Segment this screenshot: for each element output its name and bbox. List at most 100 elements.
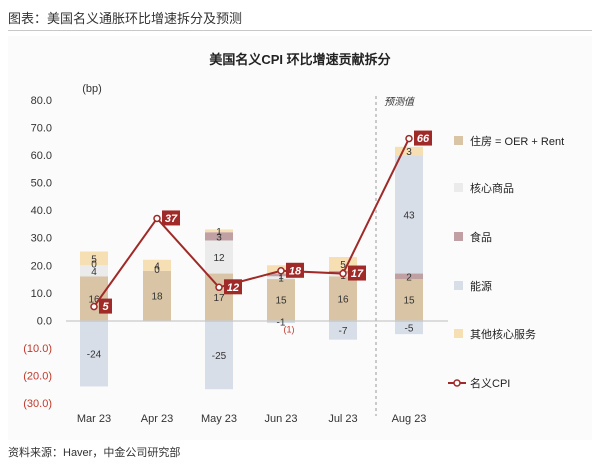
bar-segment [329, 276, 357, 321]
bar-value-label: 1 [278, 271, 284, 282]
bar-segment [395, 279, 423, 321]
y-tick-label: 30.0 [31, 233, 52, 245]
x-tick-label: Jun 23 [264, 413, 297, 425]
bar-segment [80, 251, 108, 266]
y-tick-label: 80.0 [31, 95, 52, 107]
cpi-label: 37 [165, 213, 178, 225]
bar-segment [80, 265, 108, 277]
y-tick-label: 20.0 [31, 260, 52, 272]
bar-series [80, 146, 423, 390]
legend-swatch [454, 329, 463, 338]
y-tick-label: 60.0 [31, 150, 52, 162]
cpi-label-box [348, 265, 366, 281]
x-tick-label: Aug 23 [392, 413, 427, 425]
unit-label: (bp) [82, 83, 102, 95]
legend-label: 其他核心服务 [470, 327, 536, 341]
bar-value-label: -1 [277, 318, 286, 329]
cpi-label-box [99, 298, 112, 314]
x-tick-label: Apr 23 [141, 413, 173, 425]
cpi-point [215, 283, 223, 292]
bar-energy-aug-negative [395, 320, 423, 335]
cpi-point [90, 302, 98, 311]
legend-label: 食品 [470, 230, 492, 244]
x-axis: Mar 23 Apr 23 May 23 Jun 23 Jul 23 Aug 23 [77, 413, 427, 425]
cpi-point [405, 134, 413, 143]
x-tick-label: May 23 [201, 413, 237, 425]
bar-value-label: 15 [275, 296, 287, 307]
bar-value-label: 18 [151, 292, 163, 303]
y-tick-label: 70.0 [31, 123, 52, 135]
cpi-label: 5 [102, 301, 109, 313]
cpi-point [277, 267, 285, 275]
legend-swatch [454, 136, 463, 145]
bar-segment [205, 232, 233, 241]
bar-value-label: 16 [337, 294, 349, 305]
cpi-label-box [162, 210, 180, 226]
cpi-contribution-chart: 美国名义CPI 环比增速贡献拆分 (bp) 预测值 80.070.060.050… [23, 52, 564, 425]
bar-value-labels: 1640-245180417123-2511511-11611-75152-54… [87, 147, 415, 362]
y-tick-label: 50.0 [31, 178, 52, 190]
bar-segment [205, 240, 233, 274]
jun-residual-label: (1) [284, 325, 295, 335]
bar-segment [80, 320, 108, 387]
cpi-label: 66 [417, 133, 430, 145]
bar-value-label: 3 [216, 232, 222, 243]
legend-label: 名义CPI [470, 376, 510, 390]
y-tick-label: (30.0) [23, 398, 52, 410]
bar-value-label: 5 [340, 260, 346, 271]
figure-header: 图表：美国名义通胀环比增速拆分及预测 [8, 11, 243, 26]
bar-value-label: 0 [91, 259, 97, 270]
legend-label: 核心商品 [470, 181, 514, 195]
y-axis: 80.0 70.0 60.0 50.0 40.0 30.0 20.0 10.0 0.0 (10.0… [23, 95, 52, 410]
x-tick-label: Mar 23 [77, 413, 111, 425]
bar-segment [395, 146, 423, 156]
legend-label: 住房 = OER + Rent [470, 134, 564, 148]
bar-value-label: 1 [216, 227, 222, 238]
legend-line-marker [453, 379, 461, 387]
header-divider [8, 30, 592, 31]
bar-segment [267, 320, 295, 324]
bar-value-label: 16 [88, 294, 100, 305]
bar-segment [267, 276, 295, 280]
bar-value-label: -25 [212, 351, 227, 362]
bar-value-label: 0 [154, 265, 160, 276]
bar-segment [143, 259, 171, 271]
chart-title: 美国名义CPI 环比增速贡献拆分 [209, 52, 390, 67]
cpi-point [153, 214, 161, 223]
bar-value-label: 5 [91, 254, 97, 265]
legend-swatch [454, 232, 463, 241]
cpi-label-box [224, 279, 242, 295]
cpi-label: 18 [289, 265, 302, 277]
bar-value-label: 4 [154, 261, 160, 272]
cpi-label: 17 [351, 268, 364, 280]
y-tick-label: 0.0 [37, 315, 52, 327]
bar-value-label: 43 [403, 210, 415, 221]
y-tick-label: 10.0 [31, 288, 52, 300]
bar-value-label: -7 [339, 326, 348, 337]
legend-swatch [454, 281, 463, 290]
bar-value-label: 3 [406, 147, 412, 158]
legend-swatch [454, 183, 463, 192]
cpi-label-box [414, 130, 432, 146]
bar-value-label: 4 [91, 267, 97, 278]
bar-value-label: 15 [403, 296, 415, 307]
y-tick-label: 40.0 [31, 205, 52, 217]
bar-value-label: 1 [278, 274, 284, 285]
y-tick-label: (10.0) [23, 343, 52, 355]
cpi-line-path [93, 138, 410, 308]
bar-value-label: -24 [87, 349, 102, 360]
bar-segment [267, 279, 295, 321]
bar-segment [205, 320, 233, 390]
x-tick-label: Jul 23 [328, 413, 357, 425]
bar-segment [395, 273, 423, 280]
bar-segment [205, 229, 233, 233]
cpi-label-box [286, 262, 304, 278]
cpi-label: 12 [227, 282, 239, 294]
forecast-annotation: 预测值 [384, 96, 416, 108]
chart-panel: 美国名义CPI 环比增速贡献拆分 (bp) 预测值 80.0 70.0 60.0 50… [8, 36, 592, 440]
bar-value-label: 12 [213, 253, 225, 264]
source-note: 资料来源：Haver，中金公司研究部 [8, 447, 181, 459]
bar-value-label: 2 [406, 272, 412, 283]
